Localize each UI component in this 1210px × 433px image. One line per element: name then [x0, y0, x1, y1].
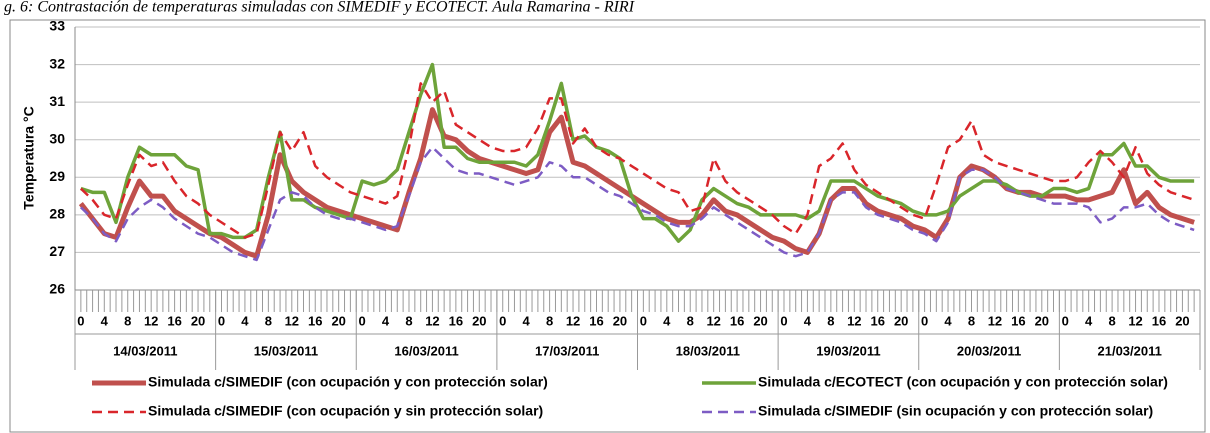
group-label: 16/03/2011 — [394, 343, 458, 358]
x-tick-label: 8 — [687, 313, 694, 328]
x-tick-label: 20 — [191, 313, 205, 328]
x-tick-label: 4 — [101, 313, 109, 328]
x-tick-label: 4 — [241, 313, 249, 328]
x-tick-label: 20 — [1035, 313, 1049, 328]
x-tick-label: 12 — [847, 313, 861, 328]
x-tick-label: 4 — [663, 313, 671, 328]
series-line — [79, 145, 1195, 262]
x-tick-label: 16 — [449, 313, 463, 328]
y-tick-label: 30 — [49, 130, 65, 146]
legend-label: Simulada c/ECOTECT (con ocupación y con … — [758, 374, 1168, 390]
x-tick-label: 12 — [144, 313, 158, 328]
x-tick-label: 0 — [780, 313, 787, 328]
series-line — [79, 82, 1195, 239]
x-tick-label: 8 — [265, 313, 272, 328]
x-tick-label: 16 — [1011, 313, 1025, 328]
x-tick-label: 4 — [944, 313, 952, 328]
x-tick-label: 0 — [1062, 313, 1069, 328]
x-tick-label: 0 — [77, 313, 84, 328]
y-axis-label: Temperatura °C — [21, 106, 37, 209]
x-tick-label: 12 — [566, 313, 580, 328]
x-tick-label: 4 — [523, 313, 531, 328]
x-tick-label: 16 — [589, 313, 603, 328]
group-label: 21/03/2011 — [1098, 343, 1162, 358]
x-tick-label: 4 — [804, 313, 812, 328]
x-tick-label: 4 — [1085, 313, 1093, 328]
x-tick-label: 0 — [499, 313, 506, 328]
x-tick-label: 20 — [753, 313, 767, 328]
chart-title: g. 6: Contrastación de temperaturas simu… — [4, 0, 635, 16]
y-tick-label: 31 — [49, 93, 65, 109]
x-tick-label: 0 — [358, 313, 365, 328]
group-label: 19/03/2011 — [816, 343, 880, 358]
chart-frame — [9, 19, 1206, 433]
group-label: 18/03/2011 — [676, 343, 740, 358]
x-tick-label: 16 — [730, 313, 744, 328]
x-tick-label: 20 — [894, 313, 908, 328]
y-tick-label: 32 — [49, 55, 65, 71]
x-tick-label: 16 — [167, 313, 181, 328]
x-tick-label: 12 — [706, 313, 720, 328]
y-tick-label: 33 — [49, 18, 65, 34]
series-line — [80, 62, 1195, 243]
x-tick-label: 8 — [124, 313, 131, 328]
y-tick-label: 28 — [49, 206, 65, 222]
legend-label: Simulada c/SIMEDIF (con ocupación y sin … — [148, 403, 543, 419]
y-tick-label: 29 — [49, 168, 65, 184]
group-label: 15/03/2011 — [254, 343, 318, 358]
group-label: 14/03/2011 — [113, 343, 177, 358]
x-tick-label: 16 — [308, 313, 322, 328]
x-tick-label: 4 — [382, 313, 390, 328]
x-tick-label: 16 — [1152, 313, 1166, 328]
x-tick-label: 8 — [405, 313, 412, 328]
group-label: 17/03/2011 — [535, 343, 599, 358]
x-tick-label: 20 — [613, 313, 627, 328]
x-tick-label: 16 — [871, 313, 885, 328]
y-tick-label: 27 — [49, 243, 65, 259]
group-label: 20/03/2011 — [957, 343, 1021, 358]
x-tick-label: 12 — [285, 313, 299, 328]
x-tick-label: 12 — [988, 313, 1002, 328]
x-tick-label: 8 — [546, 313, 553, 328]
x-tick-label: 20 — [1175, 313, 1189, 328]
x-tick-label: 8 — [968, 313, 975, 328]
y-tick-label: 26 — [49, 281, 65, 297]
x-tick-label: 8 — [1108, 313, 1115, 328]
x-tick-label: 8 — [827, 313, 834, 328]
x-tick-label: 0 — [921, 313, 928, 328]
x-tick-label: 12 — [1128, 313, 1142, 328]
x-tick-label: 12 — [425, 313, 439, 328]
x-tick-label: 20 — [472, 313, 486, 328]
legend-label: Simulada c/SIMEDIF (con ocupación y con … — [148, 374, 548, 390]
x-tick-label: 0 — [218, 313, 225, 328]
x-tick-label: 0 — [640, 313, 647, 328]
x-tick-label: 20 — [331, 313, 345, 328]
legend-label: Simulada c/SIMEDIF (sin ocupación y con … — [758, 403, 1153, 419]
